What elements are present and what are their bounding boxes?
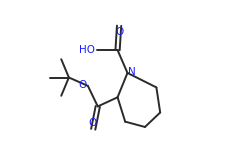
Text: O: O bbox=[78, 80, 86, 90]
Text: O: O bbox=[115, 27, 124, 37]
Text: N: N bbox=[128, 67, 135, 77]
Text: O: O bbox=[88, 118, 96, 128]
Text: HO: HO bbox=[78, 45, 94, 55]
